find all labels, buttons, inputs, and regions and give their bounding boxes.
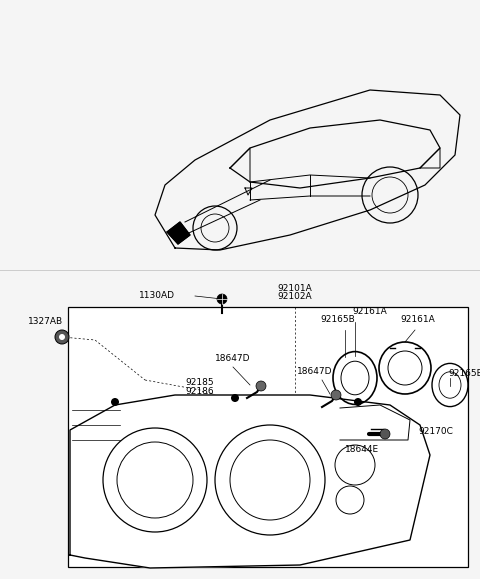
Text: 92165B: 92165B — [448, 369, 480, 379]
Text: 92161A: 92161A — [401, 315, 435, 324]
Text: 1130AD: 1130AD — [139, 291, 175, 301]
Circle shape — [380, 429, 390, 439]
Circle shape — [331, 390, 341, 400]
Text: 1327AB: 1327AB — [28, 317, 63, 327]
Polygon shape — [70, 395, 430, 568]
Text: 92170C: 92170C — [418, 427, 453, 437]
Text: 92101A: 92101A — [277, 284, 312, 293]
Text: 18647D: 18647D — [297, 367, 333, 376]
Text: 92186: 92186 — [186, 387, 214, 396]
Text: 92165B: 92165B — [321, 315, 355, 324]
Circle shape — [55, 330, 69, 344]
Circle shape — [59, 334, 65, 340]
Text: 92185: 92185 — [186, 378, 214, 387]
Bar — [68, 307, 468, 567]
Text: 92161A: 92161A — [353, 307, 387, 316]
Text: 18647D: 18647D — [215, 354, 251, 363]
Polygon shape — [167, 222, 190, 244]
Circle shape — [217, 294, 227, 304]
Circle shape — [231, 394, 239, 402]
Text: 92102A: 92102A — [278, 292, 312, 301]
Text: 18644E: 18644E — [345, 445, 379, 455]
Circle shape — [111, 398, 119, 406]
Circle shape — [354, 398, 362, 406]
Circle shape — [256, 381, 266, 391]
